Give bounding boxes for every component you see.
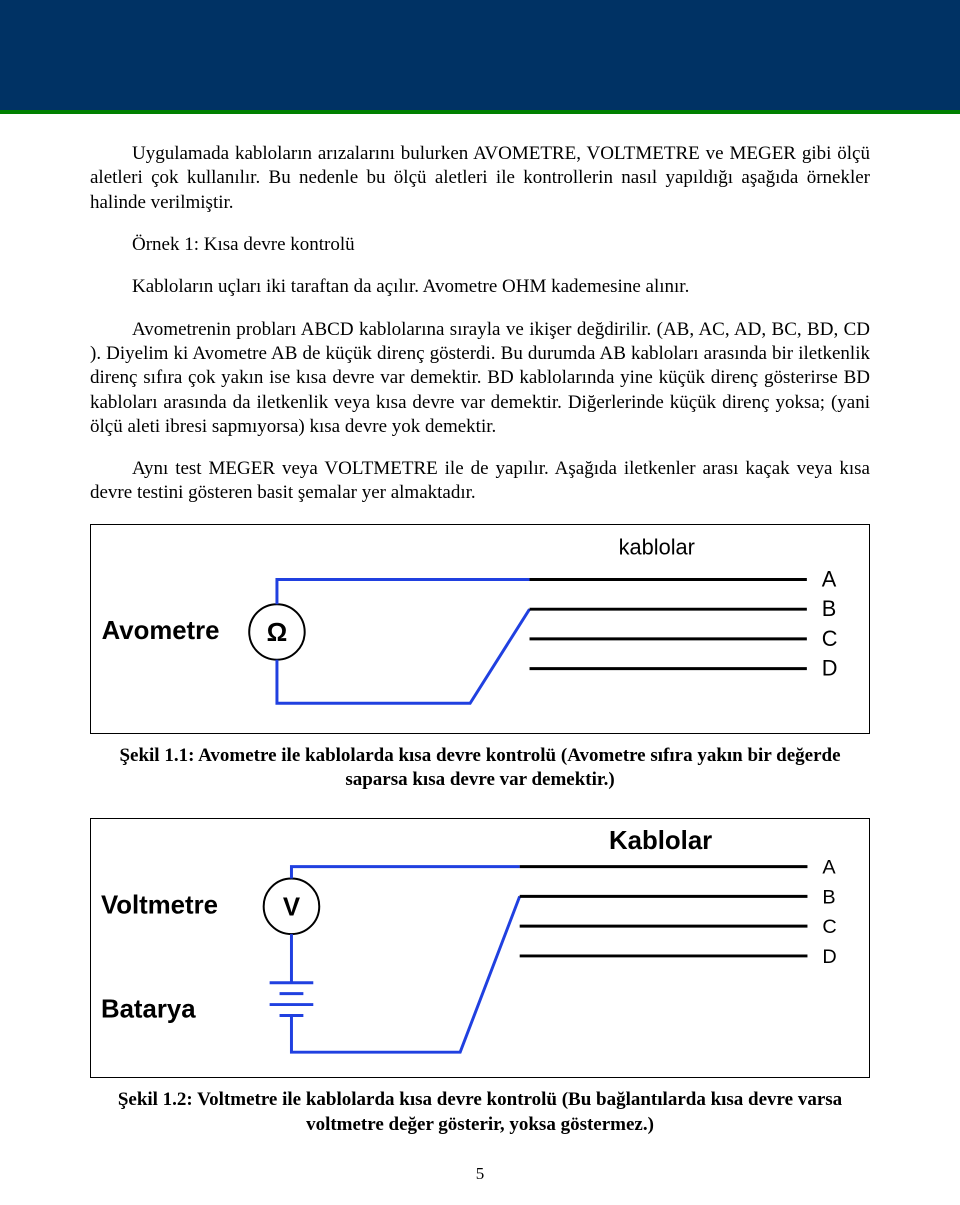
step-2: Avometrenin probları ABCD kablolarına sı… (90, 318, 870, 440)
figure-1-svg: kablolar Avometre Ω A B C D (91, 525, 869, 733)
fig1-cables-title: kablolar (619, 534, 695, 559)
fig2-wire-bottom (291, 897, 519, 1053)
fig1-meter-label: Avometre (102, 617, 220, 645)
header-band (0, 0, 960, 110)
page-content: Uygulamada kabloların arızalarını bulurk… (0, 114, 960, 1205)
figure-2: Kablolar Voltmetre Batarya V (90, 818, 870, 1078)
fig2-label-d: D (822, 946, 836, 968)
fig2-battery-label: Batarya (101, 996, 196, 1024)
battery-icon (270, 983, 314, 1016)
fig1-label-d: D (822, 655, 838, 680)
fig2-label-c: C (822, 916, 836, 938)
intro-paragraph: Uygulamada kabloların arızalarını bulurk… (90, 142, 870, 215)
example-title: Örnek 1: Kısa devre kontrolü (90, 233, 870, 257)
fig2-meter-label: Voltmetre (101, 892, 218, 920)
figure-1-caption: Şekil 1.1: Avometre ile kablolarda kısa … (90, 744, 870, 793)
step-3: Aynı test MEGER veya VOLTMETRE ile de ya… (90, 457, 870, 506)
fig2-label-a: A (822, 857, 836, 879)
fig2-wire-top (291, 867, 519, 879)
fig2-label-b: B (822, 887, 835, 909)
step-1: Kabloların uçları iki taraftan da açılır… (90, 275, 870, 299)
fig2-cables-title: Kablolar (609, 827, 712, 855)
figure-2-svg: Kablolar Voltmetre Batarya V (91, 819, 869, 1077)
fig1-label-c: C (822, 626, 838, 651)
fig2-meter-symbol: V (283, 894, 301, 922)
figure-1: kablolar Avometre Ω A B C D (90, 524, 870, 734)
fig1-meter-symbol: Ω (267, 619, 288, 647)
figure-2-caption: Şekil 1.2: Voltmetre ile kablolarda kısa… (90, 1088, 870, 1137)
fig1-wire-bottom (277, 609, 530, 703)
fig1-label-a: A (822, 566, 837, 591)
page-number: 5 (90, 1163, 870, 1185)
fig1-label-b: B (822, 596, 837, 621)
fig1-wire-top (277, 579, 530, 604)
